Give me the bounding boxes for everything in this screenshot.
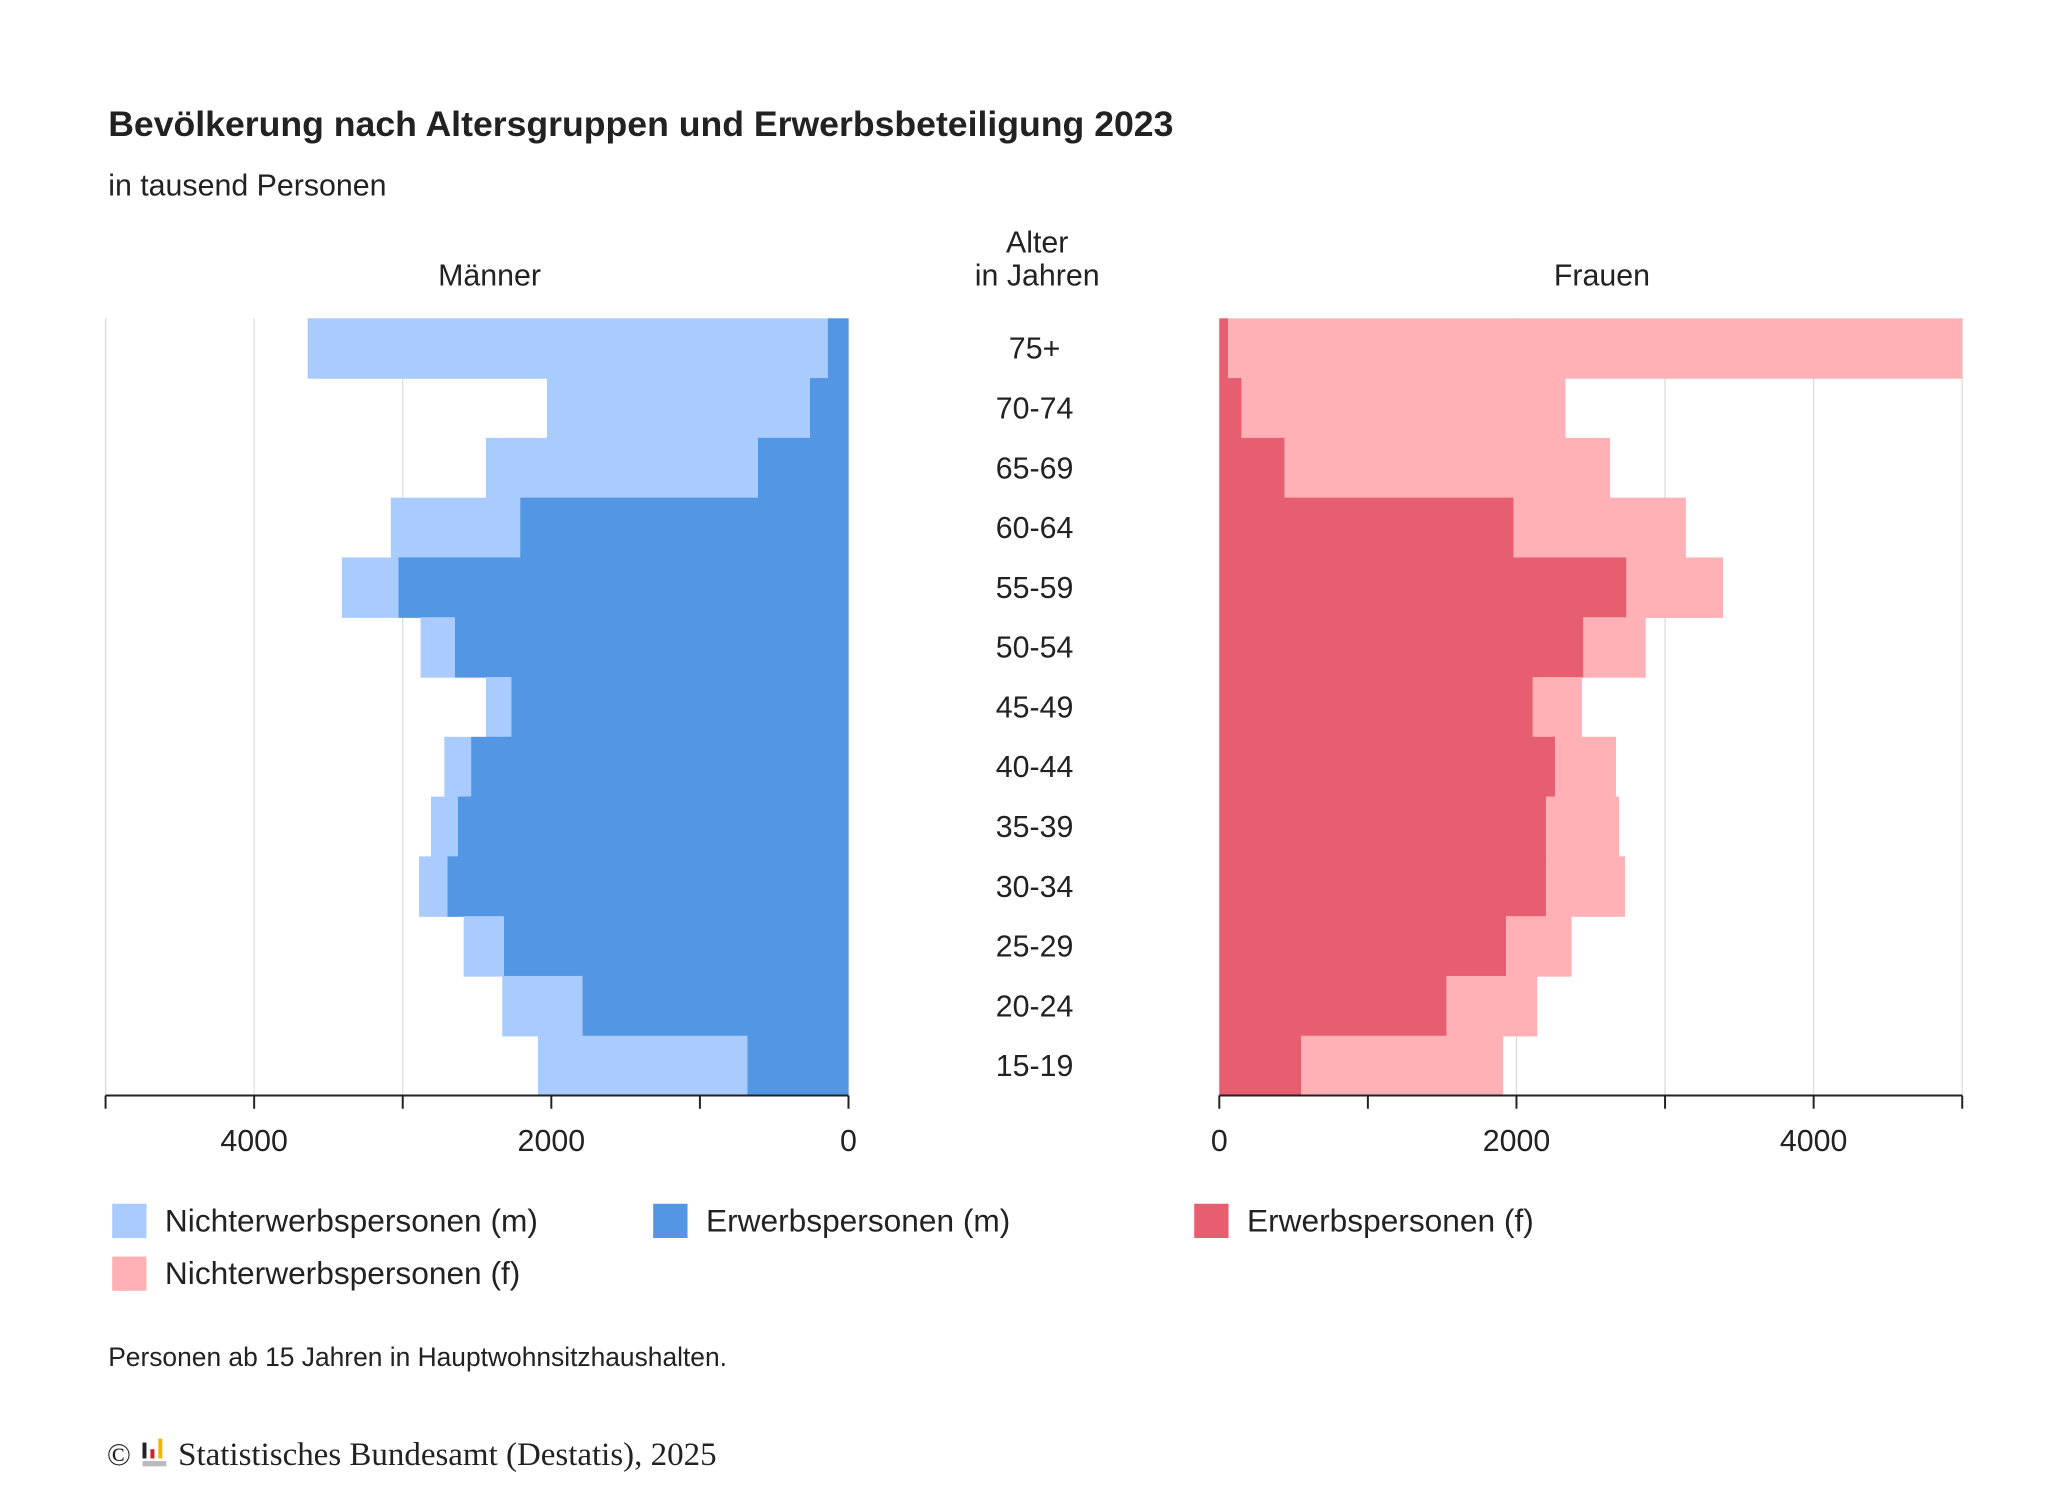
legend-label: Nichterwerbspersonen (m) [165,1202,538,1238]
legend-label: Erwerbspersonen (m) [706,1202,1010,1238]
bar-erwerbspersonen-m-75+ [827,318,849,379]
legend-swatch [112,1256,147,1291]
destatis-logo-icon [142,1438,167,1467]
footnote: Personen ab 15 Jahren in Hauptwohnsitzha… [108,1342,727,1372]
age-label: 55-59 [996,572,1074,605]
bar-nichterwerbspersonen-m-55-59 [341,557,399,618]
age-axis-title: Alter in Jahren [975,226,1100,292]
bar-nichterwerbspersonen-m-35-39 [430,796,458,858]
age-label: 35-39 [996,811,1074,844]
legend-item[interactable]: Erwerbspersonen (f) [1194,1202,1534,1238]
bar-nichterwerbspersonen-f-25-29 [1506,916,1572,977]
tick-label: 2000 [1483,1125,1551,1158]
bar-erwerbspersonen-m-40-44 [471,736,849,798]
bar-nichterwerbspersonen-f-20-24 [1446,975,1538,1037]
chart-subtitle: in tausend Personen [108,170,386,203]
age-label: 40-44 [996,751,1074,784]
bar-erwerbspersonen-f-25-29 [1219,916,1507,977]
copyright-symbol: © [107,1437,131,1472]
age-label: 20-24 [996,990,1074,1023]
bar-nichterwerbspersonen-f-65-69 [1284,437,1611,499]
source-text: Statistisches Bundesamt (Destatis), 2025 [178,1437,716,1473]
legend-label: Erwerbspersonen (f) [1247,1202,1534,1238]
legend-item[interactable]: Erwerbspersonen (m) [653,1202,1010,1238]
legend-item[interactable]: Nichterwerbspersonen (m) [112,1202,538,1238]
bar-erwerbspersonen-m-55-59 [398,557,849,618]
tick-label: 2000 [518,1125,586,1158]
bar-erwerbspersonen-f-30-34 [1219,856,1547,917]
tick-label: 4000 [220,1125,288,1158]
bar-nichterwerbspersonen-m-40-44 [444,736,472,798]
legend-swatch [112,1203,147,1239]
tick-label: 0 [840,1125,857,1158]
panel-title-women: Frauen [1554,259,1650,292]
bar-erwerbspersonen-m-70-74 [809,378,849,439]
bar-erwerbspersonen-f-45-49 [1219,677,1533,738]
age-label: 15-19 [996,1050,1074,1083]
bar-nichterwerbspersonen-m-30-34 [419,856,448,917]
bar-erwerbspersonen-m-45-49 [511,677,849,738]
bar-nichterwerbspersonen-m-45-49 [485,677,512,738]
panel-title-men: Männer [438,259,541,292]
bar-nichterwerbspersonen-m-75+ [307,318,828,379]
bar-erwerbspersonen-f-40-44 [1219,736,1556,798]
bar-erwerbspersonen-m-30-34 [447,856,849,917]
bar-nichterwerbspersonen-f-60-64 [1513,497,1686,559]
bar-erwerbspersonen-m-25-29 [503,916,849,977]
bar-erwerbspersonen-m-65-69 [757,437,849,499]
legend-swatch [653,1203,688,1239]
bar-erwerbspersonen-f-50-54 [1219,617,1584,678]
bar-nichterwerbspersonen-m-60-64 [390,497,521,559]
age-label: 65-69 [996,452,1074,485]
age-label: 45-49 [996,691,1074,724]
bar-erwerbspersonen-f-35-39 [1219,796,1547,858]
bar-erwerbspersonen-m-60-64 [520,497,849,559]
bar-erwerbspersonen-m-50-54 [454,617,849,678]
bar-nichterwerbspersonen-m-15-19 [537,1035,748,1097]
bar-erwerbspersonen-f-15-19 [1219,1035,1302,1097]
legend-label: Nichterwerbspersonen (f) [165,1255,520,1291]
bar-erwerbspersonen-m-15-19 [747,1035,849,1097]
tick-label: 4000 [1780,1125,1848,1158]
bar-nichterwerbspersonen-f-50-54 [1583,617,1646,678]
legend-item[interactable]: Nichterwerbspersonen (f) [112,1255,520,1291]
bar-nichterwerbspersonen-m-20-24 [502,975,583,1037]
legend-swatch [1194,1203,1229,1239]
age-label: 25-29 [996,931,1074,964]
age-label: 70-74 [996,393,1074,426]
bar-erwerbspersonen-f-65-69 [1219,437,1285,499]
bar-nichterwerbspersonen-m-70-74 [546,378,810,439]
bar-erwerbspersonen-m-20-24 [582,975,849,1037]
bar-nichterwerbspersonen-f-30-34 [1546,856,1625,917]
bar-nichterwerbspersonen-f-15-19 [1301,1035,1504,1097]
bar-nichterwerbspersonen-f-45-49 [1532,677,1582,738]
bar-erwerbspersonen-f-75+ [1219,318,1229,379]
chart-title: Bevölkerung nach Altersgruppen und Erwer… [108,104,1173,144]
bar-erwerbspersonen-f-70-74 [1219,378,1242,439]
legend: Nichterwerbspersonen (m) Erwerbspersonen … [112,1202,1534,1291]
age-label: 30-34 [996,871,1074,904]
tick-label: 0 [1211,1125,1228,1158]
bar-nichterwerbspersonen-m-50-54 [420,617,455,678]
age-label: 50-54 [996,632,1074,665]
bar-nichterwerbspersonen-f-35-39 [1546,796,1619,858]
bar-erwerbspersonen-f-55-59 [1219,557,1627,618]
age-label: 75+ [1009,333,1060,366]
bar-nichterwerbspersonen-f-40-44 [1555,736,1617,798]
bar-nichterwerbspersonen-f-75+ [1228,318,1963,379]
bar-nichterwerbspersonen-f-55-59 [1626,557,1724,618]
bar-erwerbspersonen-f-20-24 [1219,975,1447,1037]
bar-erwerbspersonen-m-35-39 [457,796,849,858]
bar-nichterwerbspersonen-m-65-69 [485,437,758,499]
bar-nichterwerbspersonen-m-25-29 [463,916,504,977]
bar-nichterwerbspersonen-f-70-74 [1241,378,1566,439]
age-label: 60-64 [996,512,1074,545]
bar-erwerbspersonen-f-60-64 [1219,497,1514,559]
